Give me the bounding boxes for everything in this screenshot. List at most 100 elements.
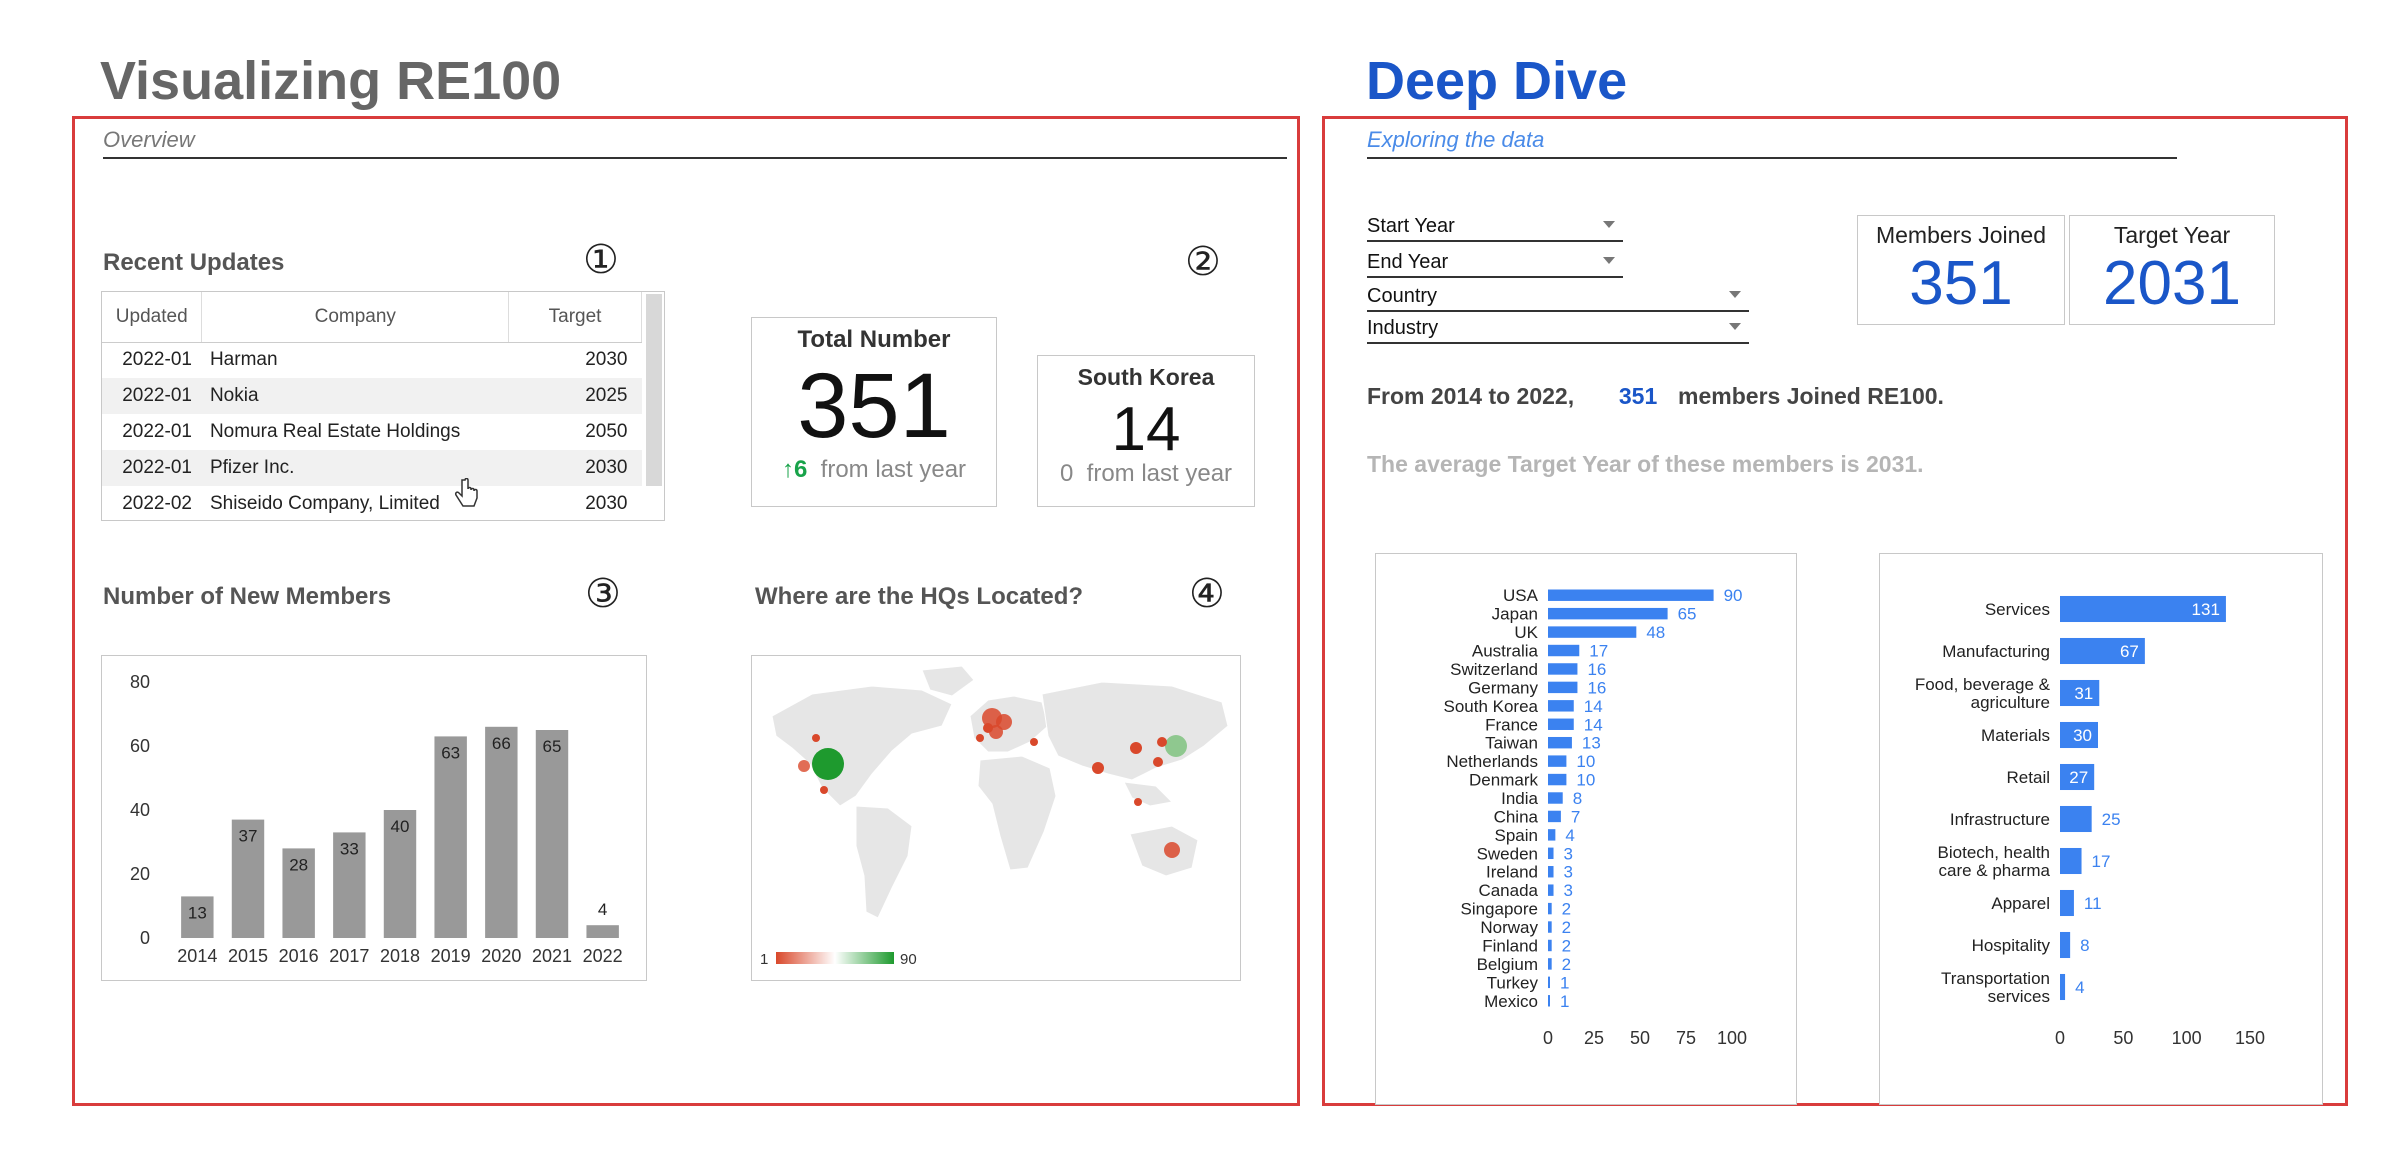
start-year-filter[interactable]: Start Year [1367, 215, 1623, 242]
bar-finland[interactable] [1548, 939, 1552, 952]
south-korea-delta-text: from last year [1086, 460, 1233, 487]
bar-value-label: 2 [1562, 900, 1571, 919]
bar-value-label: 131 [2192, 600, 2220, 619]
bar-taiwan[interactable] [1548, 736, 1572, 749]
bar-usa[interactable] [1548, 589, 1714, 601]
column-header-company[interactable]: Company [201, 292, 510, 343]
world-map: 1 90 [760, 665, 1229, 968]
hq-bubble-south-korea [1157, 737, 1167, 747]
bar-biotech-health-care-pharma[interactable] [2060, 847, 2082, 875]
bar-mexico[interactable] [1548, 995, 1550, 1007]
bar-japan[interactable] [1548, 607, 1668, 620]
category-label: services [1988, 987, 2050, 1006]
bar-denmark[interactable] [1548, 773, 1567, 786]
bar-2020[interactable] [485, 726, 518, 938]
category-label: Hospitality [1972, 936, 2051, 955]
country-chart-card[interactable]: USA 90 Japan 65 UK 48 Australia 17 Switzerland 16… [1375, 553, 1797, 1105]
bar-value-label: 14 [1584, 715, 1603, 734]
x-tick-label: 2021 [532, 946, 572, 966]
bar-2018[interactable] [383, 810, 417, 938]
hq-bubble-europe-c [983, 723, 993, 733]
target-year-card: Target Year 2031 [2069, 215, 2275, 325]
new-members-chart: 0 20 40 60 80 2014 13 2015 37 2016 28 2017 33 2018 40 2… [130, 672, 623, 966]
hq-bubble-west-us [798, 760, 810, 772]
category-label: Retail [2007, 768, 2050, 787]
cell-target: 2050 [585, 421, 628, 442]
bar-value-label: 31 [2074, 684, 2093, 703]
industry-chart-card[interactable]: Services 131 Manufacturing 67 Food, beverage… [1879, 553, 2323, 1105]
bar-value-label: 25 [2102, 810, 2121, 829]
category-label: Ireland [1486, 863, 1538, 882]
page-title: Visualizing RE100 [100, 51, 562, 111]
bar-france[interactable] [1548, 718, 1574, 730]
bar-value-label: 7 [1571, 807, 1580, 826]
table-row[interactable]: 2022-02 Shiseido Company, Limited 2030 [102, 486, 642, 520]
bar-food-beverage-agriculture[interactable] [2060, 679, 2100, 707]
end-year-filter[interactable]: End Year [1367, 251, 1623, 278]
hq-bubble-japan [1165, 735, 1187, 757]
deep-dive-panel: Exploring the data Start Year End Year C… [1322, 116, 2348, 1106]
bar-2022[interactable] [586, 925, 619, 938]
bar-spain[interactable] [1548, 829, 1556, 841]
bar-retail[interactable] [2060, 763, 2095, 791]
bar-sweden[interactable] [1548, 847, 1554, 860]
table-scrollbar[interactable] [646, 294, 662, 486]
bar-south-korea[interactable] [1548, 700, 1574, 712]
column-header-updated[interactable]: Updated [102, 292, 203, 343]
bar-canada[interactable] [1548, 884, 1554, 896]
country-filter[interactable]: Country [1367, 285, 1749, 312]
bar-australia[interactable] [1548, 644, 1580, 657]
bar-ireland[interactable] [1548, 866, 1554, 878]
table-row[interactable]: 2022-01 Harman 2030 [102, 342, 642, 378]
category-label: Japan [1492, 605, 1538, 624]
bar-china[interactable] [1548, 810, 1561, 823]
new-members-heading: Number of New Members [103, 583, 392, 610]
total-delta-text: from last year [820, 456, 967, 483]
bar-services[interactable] [2060, 595, 2226, 623]
bar-netherlands[interactable] [1548, 755, 1567, 767]
new-members-chart-card[interactable]: 0 20 40 60 80 2014 13 2015 37 2016 28 2017 33 2018 40 2… [101, 655, 647, 981]
bar-switzerland[interactable] [1548, 663, 1578, 675]
bar-value-label: 4 [2075, 978, 2084, 997]
bar-transportation-services[interactable] [2060, 973, 2066, 1001]
bar-manufacturing[interactable] [2060, 637, 2145, 665]
bar-2019[interactable] [434, 736, 467, 938]
hq-map-card[interactable]: 1 90 [751, 655, 1241, 981]
bar-turkey[interactable] [1548, 976, 1550, 989]
bar-norway[interactable] [1548, 921, 1552, 933]
bar-uk[interactable] [1548, 626, 1637, 638]
category-label: Infrastructure [1950, 810, 2050, 829]
hq-bubble-spain [976, 734, 984, 742]
recent-updates-table[interactable]: Updated Company Target 2022-01 Harman 20… [101, 291, 665, 521]
hq-bubbles [798, 708, 1187, 858]
table-header-row: Updated Company Target [102, 292, 642, 343]
table-row[interactable]: 2022-01 Nokia 2025 [102, 378, 642, 414]
bar-2015[interactable] [231, 819, 265, 938]
bar-2014[interactable] [181, 896, 214, 938]
bar-2016[interactable] [282, 848, 315, 938]
summary-average: The average Target Year of these members… [1367, 451, 1924, 477]
cell-updated: 2022-01 [102, 450, 202, 486]
column-header-target[interactable]: Target [508, 292, 642, 343]
members-joined-value: 351 [1909, 249, 2013, 318]
recent-updates-heading: Recent Updates [103, 249, 285, 276]
bar-germany[interactable] [1548, 681, 1578, 694]
bar-belgium[interactable] [1548, 958, 1552, 970]
bar-materials[interactable] [2060, 721, 2098, 749]
overview-panel: Overview Recent Updates ① Updated Compan… [72, 116, 1300, 1106]
table-row[interactable]: 2022-01 Nomura Real Estate Holdings 2050 [102, 414, 642, 450]
south-korea-delta-value: 0 [1059, 460, 1074, 487]
bar-apparel[interactable] [2060, 889, 2074, 917]
bar-hospitality[interactable] [2060, 931, 2071, 959]
industry-filter[interactable]: Industry [1367, 317, 1749, 344]
bar-value-label: 30 [2073, 726, 2092, 745]
bar-value-label: 33 [340, 839, 359, 858]
bar-infrastructure[interactable] [2060, 805, 2092, 833]
table-row[interactable]: 2022-01 Pfizer Inc. 2030 [102, 450, 642, 486]
bar-2017[interactable] [333, 832, 366, 938]
bar-singapore[interactable] [1548, 902, 1552, 915]
bar-2021[interactable] [535, 730, 569, 938]
bar-india[interactable] [1548, 792, 1563, 804]
hq-bubble-china [1130, 742, 1142, 754]
chevron-down-icon [1603, 221, 1615, 228]
